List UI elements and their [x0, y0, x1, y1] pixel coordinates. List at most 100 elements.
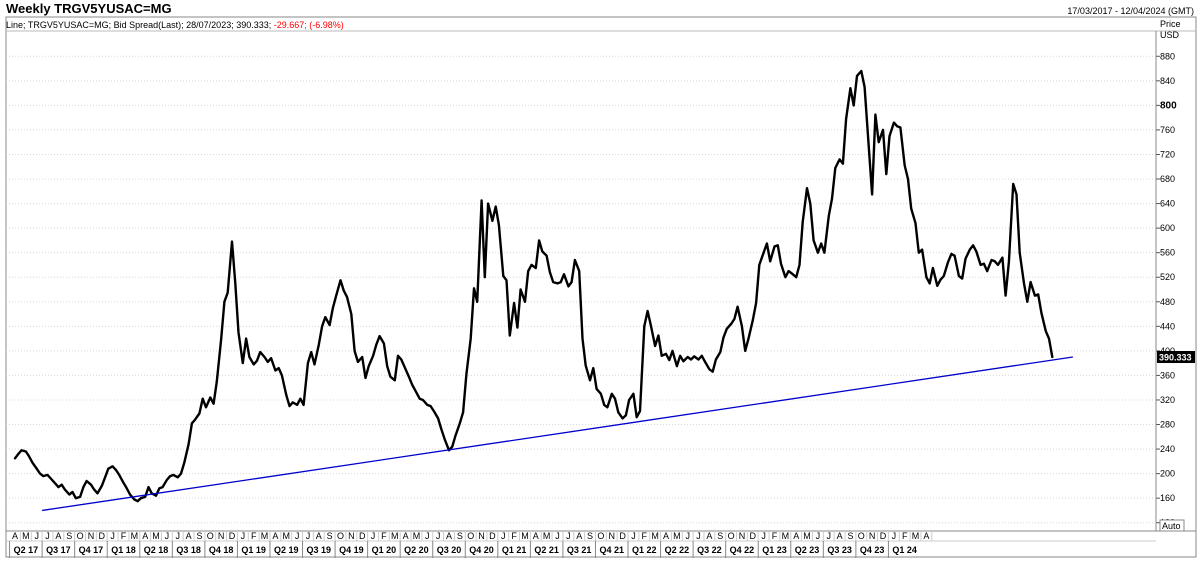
- auto-label: Auto: [1162, 521, 1181, 531]
- month-label: M: [413, 531, 421, 541]
- y-tick-label: 680: [1160, 174, 1175, 184]
- quarter-label: Q2 21: [534, 545, 559, 555]
- month-label: N: [348, 531, 355, 541]
- month-label: N: [478, 531, 485, 541]
- month-label: D: [99, 531, 106, 541]
- month-label: N: [739, 531, 746, 541]
- y-tick-label: 840: [1160, 76, 1175, 86]
- month-label: J: [34, 531, 39, 541]
- month-label: A: [272, 531, 278, 541]
- month-label: S: [196, 531, 202, 541]
- legend: Line; TRGV5YUSAC=MG; Bid Spread(Last); 2…: [6, 20, 344, 30]
- quarter-label: Q2 22: [665, 545, 690, 555]
- y-tick-label: 440: [1160, 321, 1175, 331]
- trendline-layer: [42, 356, 1073, 512]
- month-label: M: [912, 531, 920, 541]
- series-layer: [13, 69, 1054, 503]
- month-label: M: [283, 531, 291, 541]
- legend-text: Line; TRGV5YUSAC=MG; Bid Spread(Last); 2…: [6, 20, 272, 30]
- y-tick-label: 640: [1160, 199, 1175, 209]
- quarter-label: Q4 21: [599, 545, 624, 555]
- month-label: J: [892, 531, 897, 541]
- y-tick-label: 400: [1160, 346, 1175, 356]
- month-label: F: [772, 531, 778, 541]
- legend-change: -29.667; (-6.98%): [273, 20, 344, 30]
- month-label: A: [403, 531, 409, 541]
- y-tick-label: 480: [1160, 297, 1175, 307]
- month-label: M: [152, 531, 160, 541]
- month-label: M: [22, 531, 30, 541]
- month-label: D: [489, 531, 496, 541]
- quarter-label: Q1 23: [762, 545, 787, 555]
- month-label: A: [837, 531, 843, 541]
- month-label: J: [827, 531, 832, 541]
- month-label: N: [218, 531, 225, 541]
- month-label: M: [521, 531, 529, 541]
- month-label: O: [597, 531, 604, 541]
- month-label: A: [316, 531, 322, 541]
- month-label: A: [576, 531, 582, 541]
- month-label: M: [651, 531, 659, 541]
- quarter-label: Q4 22: [730, 545, 755, 555]
- quarter-label: Q3 20: [437, 545, 462, 555]
- quarter-label: Q4 18: [209, 545, 234, 555]
- month-label: M: [391, 531, 399, 541]
- support-trendline: [42, 356, 1073, 512]
- y-tick-label: 560: [1160, 248, 1175, 258]
- month-label: A: [186, 531, 192, 541]
- quarter-label: Q3 18: [176, 545, 201, 555]
- month-label: F: [902, 531, 908, 541]
- month-label: J: [816, 531, 821, 541]
- month-label: S: [327, 531, 333, 541]
- quarter-label: Q3 23: [827, 545, 852, 555]
- series-line: [13, 69, 1054, 503]
- month-label: M: [673, 531, 681, 541]
- quarter-label: Q1 19: [241, 545, 266, 555]
- month-label: O: [467, 531, 474, 541]
- quarter-label: Q3 22: [697, 545, 722, 555]
- month-label: O: [77, 531, 84, 541]
- y-tick-label: 160: [1160, 493, 1175, 503]
- y-tick-label: 880: [1160, 51, 1175, 61]
- month-label: J: [306, 531, 311, 541]
- y-tick-label: 240: [1160, 444, 1175, 454]
- month-label: J: [436, 531, 441, 541]
- month-label: D: [880, 531, 887, 541]
- month-label: J: [555, 531, 560, 541]
- month-label: J: [110, 531, 115, 541]
- month-label: F: [121, 531, 127, 541]
- month-label: J: [241, 531, 246, 541]
- quarter-label: Q4 20: [469, 545, 494, 555]
- month-label: M: [261, 531, 269, 541]
- quarter-label: Q3 17: [46, 545, 71, 555]
- month-label: N: [869, 531, 876, 541]
- month-label: S: [717, 531, 723, 541]
- month-label: A: [706, 531, 712, 541]
- quarter-label: Q1 22: [632, 545, 657, 555]
- month-label: M: [782, 531, 790, 541]
- month-label: J: [371, 531, 376, 541]
- month-label: A: [55, 531, 61, 541]
- quarter-label: Q2 18: [144, 545, 169, 555]
- month-label: O: [858, 531, 865, 541]
- auto-button: [1159, 519, 1185, 532]
- quarter-label: Q1 21: [502, 545, 527, 555]
- month-label: A: [533, 531, 539, 541]
- month-label: J: [566, 531, 571, 541]
- y-axis: 1201602002402803203604004404805205606006…: [1156, 19, 1185, 532]
- last-price-label: 390.333: [1159, 353, 1192, 363]
- month-label: F: [381, 531, 387, 541]
- month-label: J: [176, 531, 181, 541]
- y-tick-label: 800: [1160, 100, 1177, 111]
- last-price-badge: [1157, 351, 1195, 364]
- month-label: J: [295, 531, 300, 541]
- month-label: A: [923, 531, 929, 541]
- month-label: A: [142, 531, 148, 541]
- outer-border: [5, 16, 1197, 558]
- month-label: M: [543, 531, 551, 541]
- month-label: D: [229, 531, 236, 541]
- quarter-label: Q1 18: [111, 545, 136, 555]
- month-label: S: [66, 531, 72, 541]
- month-label: A: [663, 531, 669, 541]
